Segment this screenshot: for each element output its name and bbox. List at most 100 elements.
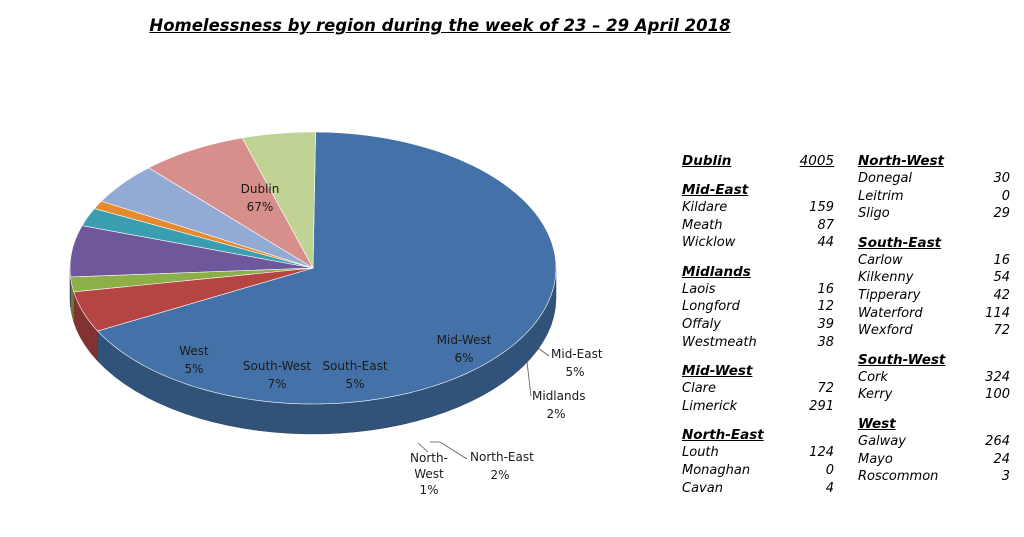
county-row: Donegal 30 bbox=[858, 170, 1010, 188]
county-name: Kerry bbox=[858, 387, 893, 403]
pie-slice-dublin bbox=[97, 131, 557, 405]
county-value: 30 bbox=[993, 171, 1010, 186]
county-name: Tipperary bbox=[858, 287, 921, 303]
county-row: Limerick 291 bbox=[682, 398, 834, 416]
county-value: 324 bbox=[985, 369, 1010, 385]
leader-line bbox=[430, 441, 468, 460]
region-group: Mid-East Kildare 159 Meath 87 Wicklow 44 bbox=[682, 181, 834, 252]
county-value: 87 bbox=[817, 217, 834, 233]
county-row: Roscommon 3 bbox=[858, 468, 1010, 486]
county-name: Cavan bbox=[682, 480, 723, 496]
region-group: Dublin 4005 bbox=[682, 152, 834, 170]
county-name: Kilkenny bbox=[858, 270, 914, 286]
county-row: Cavan 4 bbox=[682, 480, 834, 498]
county-value: 24 bbox=[993, 451, 1010, 467]
region-table-column-1: Dublin 4005 Mid-East Kildare 159 Meath 87 Wickl… bbox=[682, 152, 834, 508]
county-name: Westmeath bbox=[682, 334, 757, 350]
county-name: Kildare bbox=[682, 200, 728, 215]
region-group-title: North-West bbox=[858, 152, 1010, 170]
region-group: North-West Donegal 30 Leitrim 0 Sligo 29 bbox=[858, 152, 1010, 223]
slice-label-north-west: North- bbox=[410, 451, 448, 465]
county-value: 29 bbox=[993, 206, 1010, 222]
region-name: South-West bbox=[858, 351, 946, 368]
county-value: 38 bbox=[817, 334, 834, 350]
county-name: Laois bbox=[682, 281, 716, 297]
slice-percent-west: 5% bbox=[184, 362, 203, 376]
county-value: 12 bbox=[817, 299, 834, 315]
county-value: 16 bbox=[817, 281, 834, 297]
leader-line bbox=[526, 361, 532, 397]
county-value: 0 bbox=[1001, 188, 1010, 204]
slice-percent-north-west: 1% bbox=[419, 483, 438, 497]
pie-slice-south-east bbox=[100, 167, 314, 269]
county-name: Wicklow bbox=[682, 235, 736, 251]
slice-label-dublin: Dublin bbox=[241, 182, 280, 196]
region-group: West Galway 264 Mayo 24 Roscommon 3 bbox=[858, 415, 1010, 486]
county-name: Mayo bbox=[858, 451, 893, 467]
county-row: Laois 16 bbox=[682, 281, 834, 299]
region-name: Mid-East bbox=[682, 182, 749, 198]
county-row: Wexford 72 bbox=[858, 322, 1010, 340]
region-name: West bbox=[858, 415, 896, 432]
county-row: Tipperary 42 bbox=[858, 287, 1010, 305]
county-row: Longford 12 bbox=[682, 298, 834, 316]
slice-percent-mid-west: 6% bbox=[454, 351, 473, 365]
slice-percent-south-west: 7% bbox=[267, 377, 286, 391]
county-row: Clare 72 bbox=[682, 380, 834, 398]
county-value: 39 bbox=[817, 316, 834, 332]
county-value: 44 bbox=[817, 235, 834, 251]
county-row: Westmeath 38 bbox=[682, 334, 834, 352]
county-value: 114 bbox=[985, 305, 1010, 321]
county-name: Louth bbox=[682, 445, 719, 461]
chart-title: Homelessness by region during the week o… bbox=[149, 16, 731, 35]
pie-tops bbox=[69, 131, 557, 405]
county-name: Wexford bbox=[858, 323, 913, 339]
county-row: Monaghan 0 bbox=[682, 462, 834, 480]
county-value: 3 bbox=[1001, 469, 1010, 485]
county-row: Cork 324 bbox=[858, 369, 1010, 387]
county-name: Leitrim bbox=[858, 188, 904, 204]
county-row: Kerry 100 bbox=[858, 386, 1010, 404]
slice-percent-mid-east: 5% bbox=[565, 365, 584, 379]
county-row: Mayo 24 bbox=[858, 451, 1010, 469]
region-name: Mid-West bbox=[682, 363, 753, 380]
county-name: Monaghan bbox=[682, 462, 751, 478]
county-row: Louth 124 bbox=[682, 444, 834, 462]
slice-label-west: West bbox=[179, 344, 209, 358]
slice-label-midlands: Midlands bbox=[532, 389, 585, 403]
county-value: 4 bbox=[825, 480, 834, 496]
county-value: 264 bbox=[985, 433, 1010, 449]
slice-label-south-west: South-West bbox=[243, 359, 312, 373]
pie-slice-mid-west bbox=[69, 225, 314, 278]
leader-line bbox=[537, 347, 550, 357]
county-name: Sligo bbox=[858, 206, 890, 222]
county-row: Offaly 39 bbox=[682, 316, 834, 334]
leader-line bbox=[417, 442, 429, 453]
county-row: Waterford 114 bbox=[858, 305, 1010, 323]
county-name: Donegal bbox=[858, 171, 913, 186]
county-row: Sligo 29 bbox=[858, 205, 1010, 223]
county-value: 100 bbox=[985, 387, 1010, 403]
region-name: North-East bbox=[682, 427, 764, 444]
region-group-title: Dublin 4005 bbox=[682, 152, 834, 170]
county-row: Meath 87 bbox=[682, 217, 834, 235]
county-name: Offaly bbox=[682, 316, 721, 332]
region-group-title: North-East bbox=[682, 426, 834, 444]
region-name: Midlands bbox=[682, 263, 751, 280]
county-value: 0 bbox=[825, 462, 834, 478]
county-value: 54 bbox=[993, 270, 1010, 286]
county-value: 291 bbox=[809, 398, 834, 414]
region-group: South-East Carlow 16 Kilkenny 54 Tipperary 42 W… bbox=[858, 234, 1010, 340]
county-name: Meath bbox=[682, 217, 723, 233]
county-row: Galway 264 bbox=[858, 433, 1010, 451]
county-row: Kildare 159 bbox=[682, 199, 834, 217]
county-name: Longford bbox=[682, 299, 740, 315]
county-row: Carlow 16 bbox=[858, 252, 1010, 270]
county-name: Roscommon bbox=[858, 469, 939, 485]
slice-percent-south-east: 5% bbox=[345, 377, 364, 391]
region-group-title: Midlands bbox=[682, 263, 834, 281]
slice-label-south-east: South-East bbox=[322, 359, 387, 373]
region-name: South-East bbox=[858, 234, 942, 251]
county-name: Waterford bbox=[858, 305, 923, 321]
